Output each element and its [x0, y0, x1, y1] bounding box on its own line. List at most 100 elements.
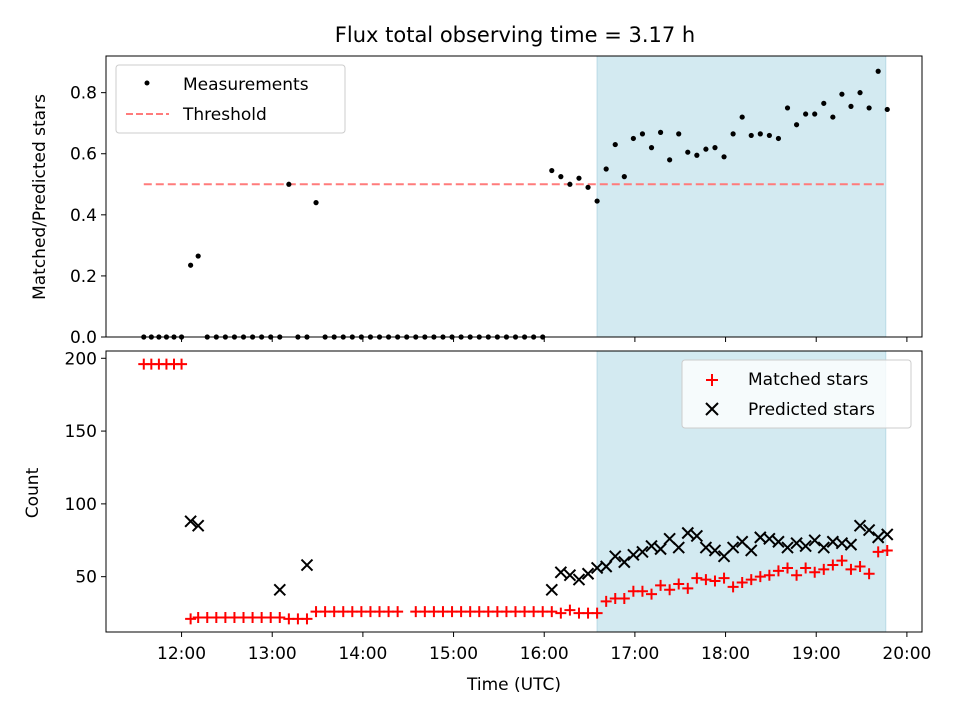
measurement-point — [812, 111, 818, 117]
predicted-star-point — [745, 544, 758, 557]
matched-star-point — [646, 588, 658, 600]
matched-star-point — [791, 569, 803, 581]
predicted-star-point — [844, 538, 858, 551]
legend-threshold-label: Threshold — [182, 105, 267, 125]
predicted-star-point — [273, 583, 286, 596]
matched-star-point — [691, 572, 703, 584]
legend-measurements-marker — [144, 80, 150, 86]
matched-star-point — [176, 358, 188, 370]
predicted-star-point — [609, 550, 622, 563]
legend-measurements-label: Measurements — [183, 75, 309, 95]
predicted-star-point — [781, 541, 794, 554]
measurement-point — [639, 131, 646, 137]
measurement-point — [821, 100, 827, 106]
predicted-star-point — [862, 523, 876, 537]
matched-star-point — [854, 560, 866, 572]
matched-star-point — [818, 563, 830, 575]
matched-star-point — [872, 546, 884, 558]
matched-star-point — [863, 568, 875, 580]
matched-star-point — [745, 574, 757, 586]
bottom-y-tick-label: 150 — [65, 422, 97, 442]
measurement-point — [603, 166, 609, 172]
measurement-point — [757, 131, 763, 137]
predicted-star-point — [554, 566, 568, 579]
top-axes-frame — [105, 55, 923, 338]
matched-star-point — [664, 584, 676, 596]
predicted-star-point — [672, 541, 685, 554]
predicted-star-point — [572, 573, 586, 586]
legend-predicted-marker — [705, 402, 719, 416]
predicted-star-point — [654, 542, 667, 556]
matched-star-point — [809, 566, 821, 578]
predicted-star-point — [184, 515, 197, 528]
matched-star-point — [736, 576, 748, 588]
bottom-axes-frame — [105, 350, 923, 633]
predicted-star-point — [627, 548, 640, 562]
top-y-tick-label: 0.2 — [70, 267, 97, 287]
matched-star-point — [727, 581, 739, 593]
bottom-y-tick-label: 100 — [65, 495, 97, 515]
top-highlight-span — [596, 55, 887, 338]
measurement-point — [884, 106, 890, 113]
matched-star-point — [555, 607, 567, 619]
bottom-legend-box — [681, 359, 912, 429]
measurements-points — [141, 68, 890, 340]
predicted-star-point — [681, 526, 694, 540]
matched-star-point — [772, 565, 784, 577]
bottom-panel: 50 100 150 200 12:00 13:00 14:00 15:00 16:00 17:… — [23, 349, 931, 695]
legend-predicted-label: Predicted stars — [748, 400, 875, 420]
measurement-point — [195, 253, 201, 259]
predicted-star-point — [708, 544, 722, 557]
measurement-point — [594, 198, 600, 204]
top-panel: 0.00.20.40.60.8 Matched/Predicted stars … — [30, 55, 923, 348]
measurement-point — [784, 105, 791, 111]
measurement-point — [612, 141, 618, 148]
predicted-star-point — [808, 534, 821, 547]
top-y-axis-label: Matched/Predicted stars — [30, 94, 50, 300]
chart-title: Flux total observing time = 3.17 h — [335, 23, 695, 47]
top-y-tick-label: 0.6 — [70, 145, 97, 165]
measurement-point — [739, 114, 745, 120]
measurement-point — [549, 167, 555, 174]
measurement-point — [676, 131, 682, 137]
matched-star-point — [836, 555, 848, 567]
bottom-legend: Matched stars Predicted stars — [681, 359, 912, 429]
predicted-star-point — [581, 567, 595, 580]
predicted-star-point — [699, 541, 713, 554]
predicted-star-point — [881, 528, 894, 541]
predicted-star-point — [763, 532, 776, 546]
predicted-star-point — [645, 539, 658, 553]
measurement-point — [657, 129, 664, 135]
matched-star-point — [718, 572, 730, 584]
bottom-x-tick-label: 18:00 — [701, 644, 750, 664]
predicted-star-point — [563, 569, 577, 582]
predicted-star-point — [871, 531, 885, 544]
matched-star-point — [392, 606, 404, 618]
matched-star-point — [782, 562, 794, 574]
matched-star-point — [709, 575, 721, 587]
matched-star-point — [636, 585, 648, 597]
bottom-x-tick-label: 20:00 — [882, 644, 931, 664]
matched-star-point — [301, 613, 313, 625]
matched-star-point — [673, 578, 685, 590]
matched-star-point — [800, 562, 812, 574]
measurement-point — [694, 152, 700, 158]
measurement-point — [775, 135, 782, 142]
measurement-point — [648, 145, 655, 151]
measurement-point — [830, 114, 836, 120]
bottom-y-tick-label: 50 — [75, 568, 97, 588]
measurement-point — [567, 181, 573, 187]
predicted-star-point — [853, 519, 867, 532]
predicted-stars-points — [184, 515, 894, 596]
measurement-point — [188, 262, 194, 268]
measurement-point — [585, 184, 591, 190]
matched-star-point — [591, 607, 603, 619]
measurement-point — [667, 157, 673, 163]
predicted-star-point — [726, 541, 740, 554]
matched-star-point — [618, 593, 630, 605]
predicted-star-point — [772, 535, 785, 548]
measurement-point — [793, 122, 800, 128]
predicted-star-point — [799, 539, 812, 553]
measurement-point — [875, 68, 881, 74]
